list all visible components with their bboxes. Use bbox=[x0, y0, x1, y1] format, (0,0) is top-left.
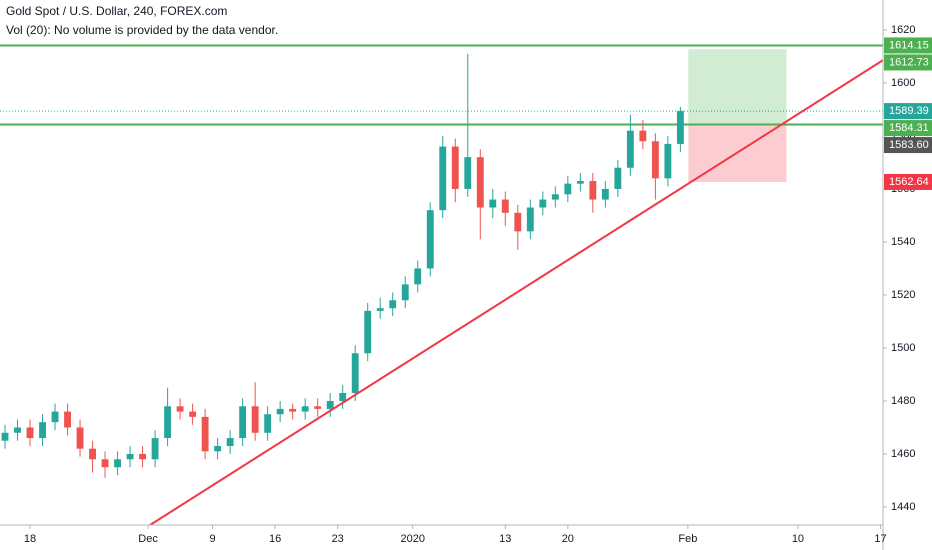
candle-body bbox=[451, 146, 459, 189]
x-tick-label: Feb bbox=[678, 533, 697, 545]
price-label-bg bbox=[884, 120, 932, 137]
candle-body bbox=[189, 411, 197, 417]
x-tick-label: 18 bbox=[24, 533, 36, 545]
candle-body bbox=[601, 188, 609, 200]
x-tick-label: 17 bbox=[874, 533, 886, 545]
y-tick-label: 1500 bbox=[891, 342, 915, 354]
candle-body bbox=[376, 308, 384, 311]
candle-body bbox=[426, 210, 434, 269]
y-tick-label: 1520 bbox=[891, 289, 915, 301]
candle-body bbox=[401, 284, 409, 301]
candle-body bbox=[339, 393, 347, 401]
trend-line bbox=[149, 59, 883, 525]
candle-body bbox=[626, 130, 634, 168]
price-label-bg bbox=[884, 37, 932, 54]
candle-body bbox=[614, 167, 622, 189]
candle-body bbox=[439, 146, 447, 211]
candle-body bbox=[1, 432, 9, 441]
candle-body bbox=[276, 408, 284, 415]
price-label: 1584.31 bbox=[889, 122, 929, 134]
candle-body bbox=[489, 199, 497, 208]
candle-body bbox=[676, 111, 684, 144]
y-tick-label: 1620 bbox=[891, 24, 915, 36]
candle-body bbox=[139, 453, 147, 460]
candle-body bbox=[351, 353, 359, 394]
candle-body bbox=[101, 459, 109, 468]
price-label: 1583.60 bbox=[889, 139, 929, 151]
price-label-bg bbox=[884, 173, 932, 190]
candle-body bbox=[39, 422, 46, 439]
candle-body bbox=[414, 268, 422, 285]
x-tick-label: 2020 bbox=[400, 533, 424, 545]
candle-body bbox=[651, 141, 659, 179]
candle-body bbox=[226, 438, 234, 447]
price-label-bg bbox=[884, 103, 932, 120]
chart-title: Gold Spot / U.S. Dollar, 240, FOREX.com bbox=[6, 4, 227, 18]
candle-body bbox=[514, 212, 522, 232]
y-tick-label: 1600 bbox=[891, 77, 915, 89]
candle-body bbox=[76, 427, 84, 449]
candle-body bbox=[164, 406, 172, 439]
axes: 1440146014801500152015401560158016001620… bbox=[24, 24, 932, 545]
candle-body bbox=[251, 406, 259, 433]
x-tick-label: 16 bbox=[269, 533, 281, 545]
candle-body bbox=[564, 183, 572, 195]
candle-body bbox=[664, 143, 672, 179]
candle-body bbox=[151, 438, 159, 460]
candle-body bbox=[539, 199, 547, 208]
candle-body bbox=[14, 427, 21, 433]
candle-body bbox=[476, 157, 484, 208]
candle-body bbox=[389, 300, 397, 309]
y-tick-label: 1480 bbox=[891, 395, 915, 407]
x-tick-label: Dec bbox=[138, 533, 158, 545]
candle-body bbox=[89, 448, 96, 460]
candle-body bbox=[176, 406, 184, 412]
position-profit-zone bbox=[688, 49, 787, 125]
candle-body bbox=[51, 411, 59, 423]
price-label: 1612.73 bbox=[889, 56, 929, 68]
candle-body bbox=[201, 416, 209, 452]
chart-subtitle: Vol (20): No volume is provided by the d… bbox=[6, 23, 278, 37]
candle-body bbox=[289, 408, 297, 412]
candle-body bbox=[464, 157, 472, 189]
price-label: 1562.64 bbox=[889, 176, 929, 188]
candle-body bbox=[326, 400, 334, 409]
x-tick-label: 20 bbox=[562, 533, 574, 545]
candle-body bbox=[314, 406, 322, 409]
x-tick-label: 13 bbox=[499, 533, 511, 545]
candle-body bbox=[239, 406, 247, 439]
candle-body bbox=[301, 406, 309, 412]
plot-area bbox=[0, 44, 883, 525]
candle-body bbox=[589, 181, 597, 200]
price-label-bg bbox=[884, 54, 932, 71]
candle-body bbox=[126, 453, 134, 460]
x-tick-label: 10 bbox=[792, 533, 804, 545]
candle-body bbox=[64, 411, 71, 428]
y-tick-label: 1540 bbox=[891, 236, 915, 248]
candle-body bbox=[264, 414, 272, 433]
x-tick-label: 9 bbox=[210, 533, 216, 545]
price-label: 1589.39 bbox=[889, 105, 929, 117]
candle-body bbox=[26, 427, 34, 439]
price-label-bg bbox=[884, 137, 932, 154]
candle-body bbox=[364, 310, 372, 354]
candle-body bbox=[114, 459, 122, 468]
y-tick-label: 1460 bbox=[891, 448, 915, 460]
candle-body bbox=[639, 130, 647, 142]
x-tick-label: 23 bbox=[332, 533, 344, 545]
y-tick-label: 1440 bbox=[891, 501, 915, 513]
candle-body bbox=[576, 181, 584, 184]
candle-body bbox=[501, 199, 509, 213]
candle-body bbox=[551, 194, 559, 200]
price-label: 1614.15 bbox=[889, 39, 929, 51]
candle-body bbox=[526, 207, 534, 232]
candle-body bbox=[214, 446, 222, 452]
